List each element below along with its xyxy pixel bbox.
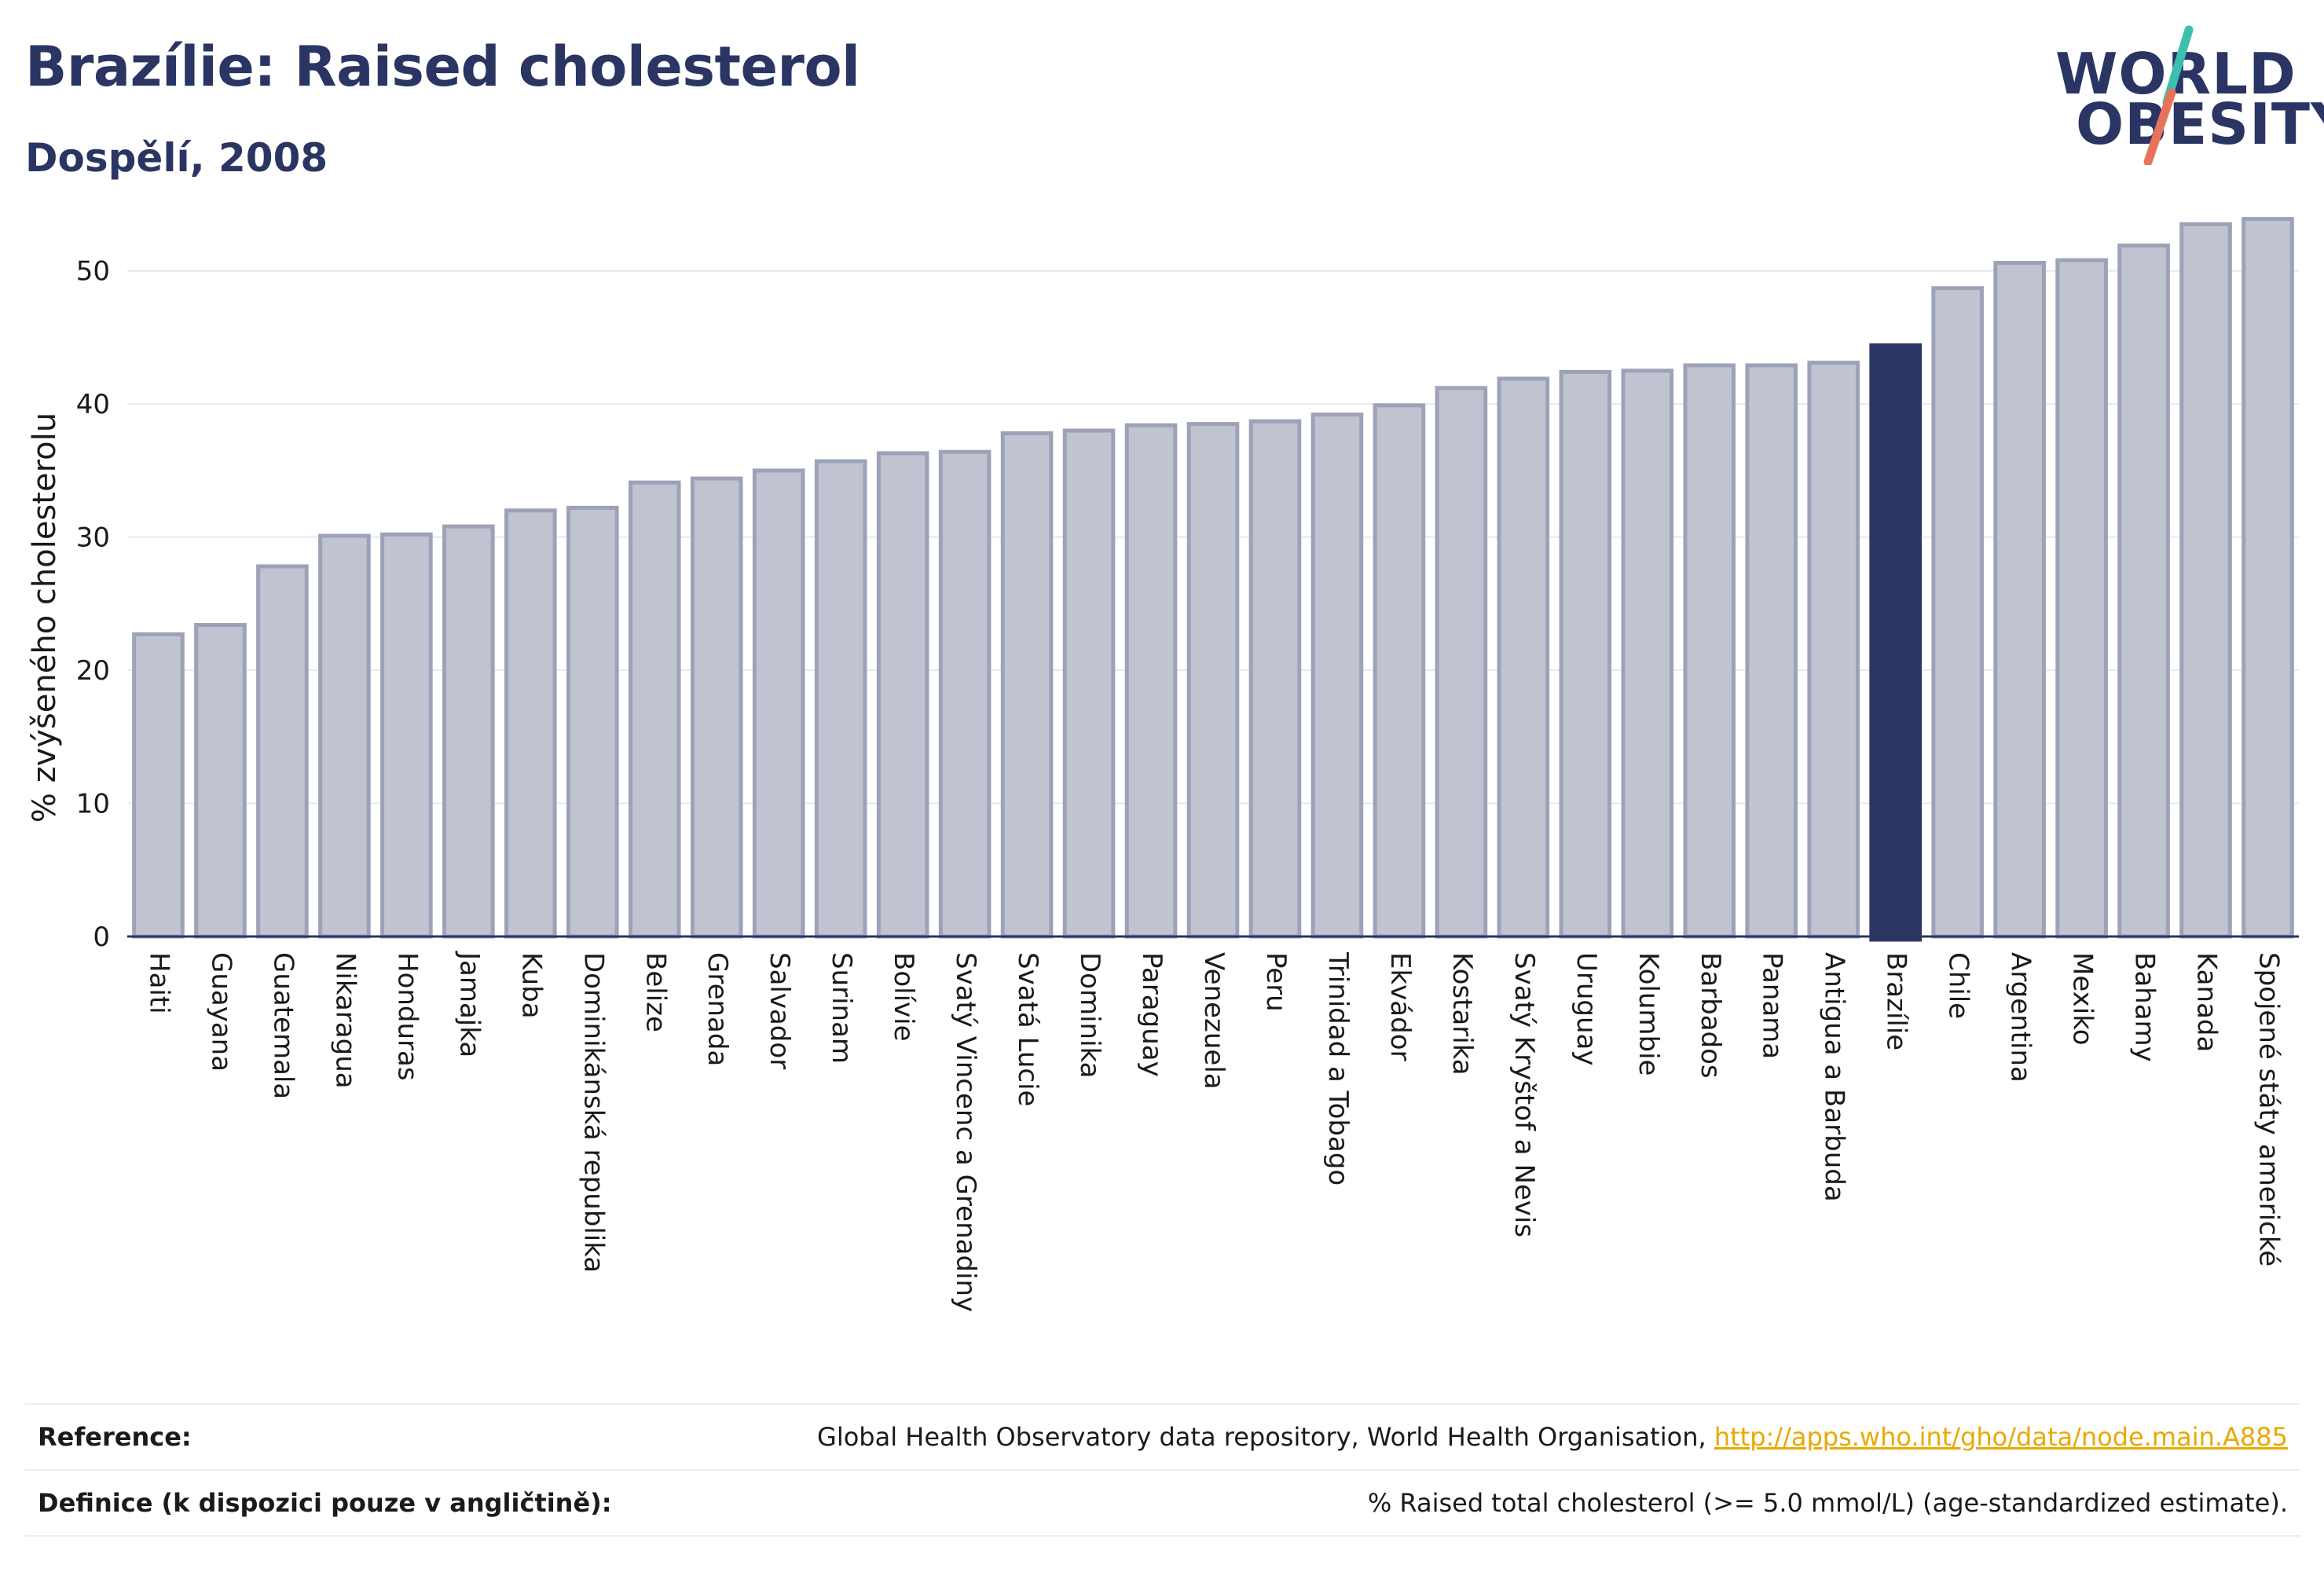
x-tick-label: Guatemala xyxy=(267,952,299,1099)
bar[interactable] xyxy=(1497,376,1550,939)
y-axis-ticks: 0 10 20 30 40 50 xyxy=(76,256,110,953)
reference-label: Reference: xyxy=(38,1422,192,1452)
y-tick-label: 0 xyxy=(93,922,110,953)
x-tick-label: Ekvádor xyxy=(1384,952,1416,1061)
y-tick-label: 10 xyxy=(76,789,110,820)
x-tick-label: Mexiko xyxy=(2067,952,2099,1046)
bar[interactable] xyxy=(1186,422,1240,939)
definition-label: Definice (k dispozici pouze v angličtině… xyxy=(38,1488,612,1518)
x-tick-label: Spojené státy americké xyxy=(2253,952,2285,1266)
x-tick-label: Kolumbie xyxy=(1633,952,1664,1076)
bar[interactable] xyxy=(1000,431,1054,939)
x-tick-label: Svatá Lucie xyxy=(1012,952,1043,1106)
bar[interactable] xyxy=(1373,403,1426,939)
bar[interactable] xyxy=(1993,261,2046,939)
x-tick-label: Dominika xyxy=(1074,952,1105,1078)
bar[interactable] xyxy=(2055,258,2108,939)
x-tick-label: Belize xyxy=(640,952,671,1032)
x-tick-label: Honduras xyxy=(391,952,423,1081)
bars xyxy=(132,217,2294,942)
x-tick-label: Paraguay xyxy=(1136,952,1167,1077)
world-obesity-logo[interactable]: WORLD OBESITY xyxy=(2043,24,2324,165)
bar-chart: 0 10 20 30 40 50 Haiti Guayana Guatemala Nikarag… xyxy=(27,217,2299,1312)
bar[interactable] xyxy=(194,622,247,939)
y-tick-label: 30 xyxy=(76,522,110,554)
chart-subtitle: Dospělí, 2008 xyxy=(25,135,328,181)
bar[interactable] xyxy=(876,451,929,939)
x-tick-label: Bahamy xyxy=(2129,952,2161,1062)
bar[interactable] xyxy=(1745,363,1798,939)
y-axis-label: % zvýšeného cholesterolu xyxy=(27,412,63,823)
bar[interactable] xyxy=(566,505,619,939)
x-tick-label: Haiti xyxy=(143,952,174,1014)
y-tick-label: 20 xyxy=(76,655,110,687)
x-tick-label: Svatý Kryštof a Nevis xyxy=(1508,952,1540,1237)
bar[interactable] xyxy=(132,632,185,939)
x-tick-label: Jamajka xyxy=(453,951,485,1057)
bar[interactable] xyxy=(752,468,805,939)
x-axis-labels: Haiti Guayana Guatemala Nikaragua Honduras Ja… xyxy=(143,951,2284,1312)
bar[interactable] xyxy=(1621,368,1674,939)
x-tick-label: Kanada xyxy=(2191,952,2223,1052)
bar[interactable] xyxy=(380,532,433,939)
bar[interactable] xyxy=(814,459,867,939)
x-tick-label: Kostarika xyxy=(1446,952,1478,1076)
bar[interactable] xyxy=(256,564,309,939)
y-tick-label: 40 xyxy=(76,389,110,420)
bar[interactable] xyxy=(1869,343,1922,942)
bar[interactable] xyxy=(1931,286,1984,939)
reference-text: Global Health Observatory data repositor… xyxy=(817,1422,1714,1452)
x-tick-label: Dominikánská republika xyxy=(577,952,609,1273)
footer-definition-row: Definice (k dispozici pouze v angličtině… xyxy=(25,1469,2300,1537)
bar[interactable] xyxy=(318,533,371,939)
x-tick-label: Nikaragua xyxy=(329,952,361,1089)
x-tick-label: Chile xyxy=(1943,952,1974,1019)
logo-word-2: OBESITY xyxy=(2076,91,2324,157)
reference-link[interactable]: http://apps.who.int/gho/data/node.main.A… xyxy=(1714,1422,2288,1452)
x-tick-label: Argentina xyxy=(2005,952,2036,1083)
bar[interactable] xyxy=(1062,428,1116,939)
y-tick-label: 50 xyxy=(76,256,110,288)
x-tick-label: Uruguay xyxy=(1571,952,1602,1066)
x-tick-label: Bolívie xyxy=(888,952,919,1042)
chart-title: Brazílie: Raised cholesterol xyxy=(25,35,860,99)
x-tick-label: Venezuela xyxy=(1198,952,1230,1090)
bar[interactable] xyxy=(628,480,681,939)
x-tick-label: Peru xyxy=(1260,952,1292,1012)
x-tick-label: Brazílie xyxy=(1881,952,1912,1050)
x-tick-label: Kuba xyxy=(515,952,547,1019)
x-tick-label: Barbados xyxy=(1695,952,1726,1079)
definition-text: % Raised total cholesterol (>= 5.0 mmol/… xyxy=(1367,1488,2288,1518)
bar[interactable] xyxy=(2179,222,2232,939)
bar[interactable] xyxy=(1310,412,1364,939)
x-tick-label: Surinam xyxy=(826,952,857,1064)
bar[interactable] xyxy=(1683,363,1736,939)
logo-slash-icon xyxy=(2143,25,2194,165)
bar[interactable] xyxy=(1435,386,1488,939)
bar[interactable] xyxy=(1559,370,1612,939)
x-tick-label: Svatý Vincenc a Grenadiny xyxy=(950,952,981,1312)
bar[interactable] xyxy=(1248,419,1302,939)
x-tick-label: Antigua a Barbuda xyxy=(1819,952,1850,1202)
bar[interactable] xyxy=(2242,217,2294,939)
x-tick-label: Panama xyxy=(1757,952,1788,1059)
bar[interactable] xyxy=(2117,244,2170,939)
bar[interactable] xyxy=(1807,361,1860,939)
reference-value: Global Health Observatory data repositor… xyxy=(817,1422,2300,1452)
x-tick-label: Guayana xyxy=(205,952,236,1072)
footer-reference-row: Reference: Global Health Observatory dat… xyxy=(25,1403,2300,1469)
bar[interactable] xyxy=(690,476,743,939)
bar[interactable] xyxy=(938,449,992,939)
bar[interactable] xyxy=(442,524,495,939)
bar[interactable] xyxy=(1124,423,1178,939)
bar[interactable] xyxy=(504,508,557,939)
x-tick-label: Grenada xyxy=(702,952,733,1066)
x-tick-label: Trinidad a Tobago xyxy=(1322,951,1354,1186)
x-tick-label: Salvador xyxy=(764,952,795,1069)
